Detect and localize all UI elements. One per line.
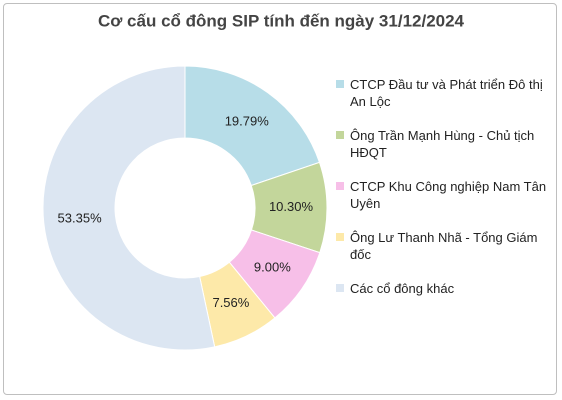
- data-label: 10.30%: [269, 199, 314, 214]
- data-label: 9.00%: [254, 260, 291, 275]
- legend-swatch: [336, 233, 344, 241]
- legend-label: CTCP Đầu tư và Phát triển Đô thị An Lộc: [350, 77, 543, 109]
- data-label: 19.79%: [225, 113, 270, 128]
- data-label: 53.35%: [58, 211, 103, 226]
- legend-label: CTCP Khu Công nghiệp Nam Tân Uyên: [350, 179, 547, 211]
- legend-swatch: [336, 284, 344, 292]
- legend-item: Các cổ đông khác: [336, 280, 551, 314]
- frame: [3, 3, 557, 395]
- legend: CTCP Đầu tư và Phát triển Đô thị An Lộc Ô…: [336, 76, 551, 331]
- chart-title: Cơ cấu cổ đông SIP tính đến ngày 31/12/2…: [98, 11, 465, 30]
- legend-item: CTCP Khu Công nghiệp Nam Tân Uyên: [336, 178, 551, 212]
- legend-item: Ông Lư Thanh Nhã - Tổng Giám đốc: [336, 229, 551, 263]
- legend-swatch: [336, 131, 344, 139]
- legend-swatch: [336, 80, 344, 88]
- legend-item: Ông Trần Mạnh Hùng - Chủ tịch HĐQT: [336, 127, 551, 161]
- legend-swatch: [336, 182, 344, 190]
- data-label: 7.56%: [212, 295, 249, 310]
- slice: [184, 65, 321, 187]
- legend-item: CTCP Đầu tư và Phát triển Đô thị An Lộc: [336, 76, 551, 110]
- slice: [42, 65, 216, 351]
- legend-label: Các cổ đông khác: [350, 281, 455, 296]
- legend-label: Ông Trần Mạnh Hùng - Chủ tịch HĐQT: [350, 128, 535, 160]
- legend-label: Ông Lư Thanh Nhã - Tổng Giám đốc: [350, 230, 538, 262]
